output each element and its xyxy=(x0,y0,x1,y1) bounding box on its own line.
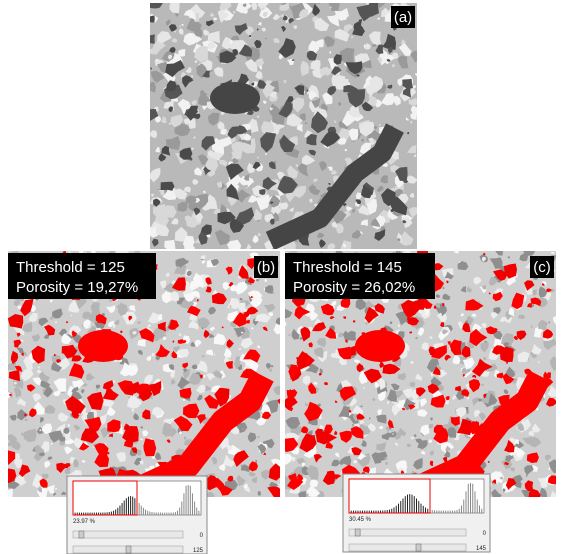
texture xyxy=(164,240,175,251)
pore xyxy=(355,330,405,362)
texture xyxy=(161,182,175,191)
texture xyxy=(5,489,13,499)
panel-label: (b) xyxy=(257,259,275,276)
texture xyxy=(163,422,172,437)
slider-thumb xyxy=(126,546,131,553)
percent: 30.45 % xyxy=(349,517,372,523)
threshold-widget: 23.97 %0125 xyxy=(67,476,207,554)
pore xyxy=(210,82,260,114)
threshold: Threshold = 145 xyxy=(293,259,402,276)
figure: (a) (b) (c) Threshold = 125 Porosity = 1… xyxy=(0,0,561,554)
slider-thumb xyxy=(79,531,84,538)
percent: 23.97 % xyxy=(73,519,96,525)
slider-value: 125 xyxy=(193,548,204,554)
panel-label: (c) xyxy=(533,259,551,276)
threshold: Threshold = 125 xyxy=(16,259,125,276)
slider-track xyxy=(73,531,183,538)
porosity: Porosity = 19,27% xyxy=(16,279,138,296)
texture xyxy=(148,16,154,23)
texture xyxy=(147,34,155,43)
panel-label: (a) xyxy=(394,9,412,26)
threshold-widget: 30.45 %0145 xyxy=(343,474,490,552)
slider-track xyxy=(349,529,466,536)
slider-thumb xyxy=(416,544,421,551)
porosity: Porosity = 26,02% xyxy=(293,279,415,296)
slider-track xyxy=(349,544,466,551)
slider-thumb xyxy=(355,529,360,536)
slider-value: 145 xyxy=(476,546,487,552)
pore xyxy=(78,330,128,362)
